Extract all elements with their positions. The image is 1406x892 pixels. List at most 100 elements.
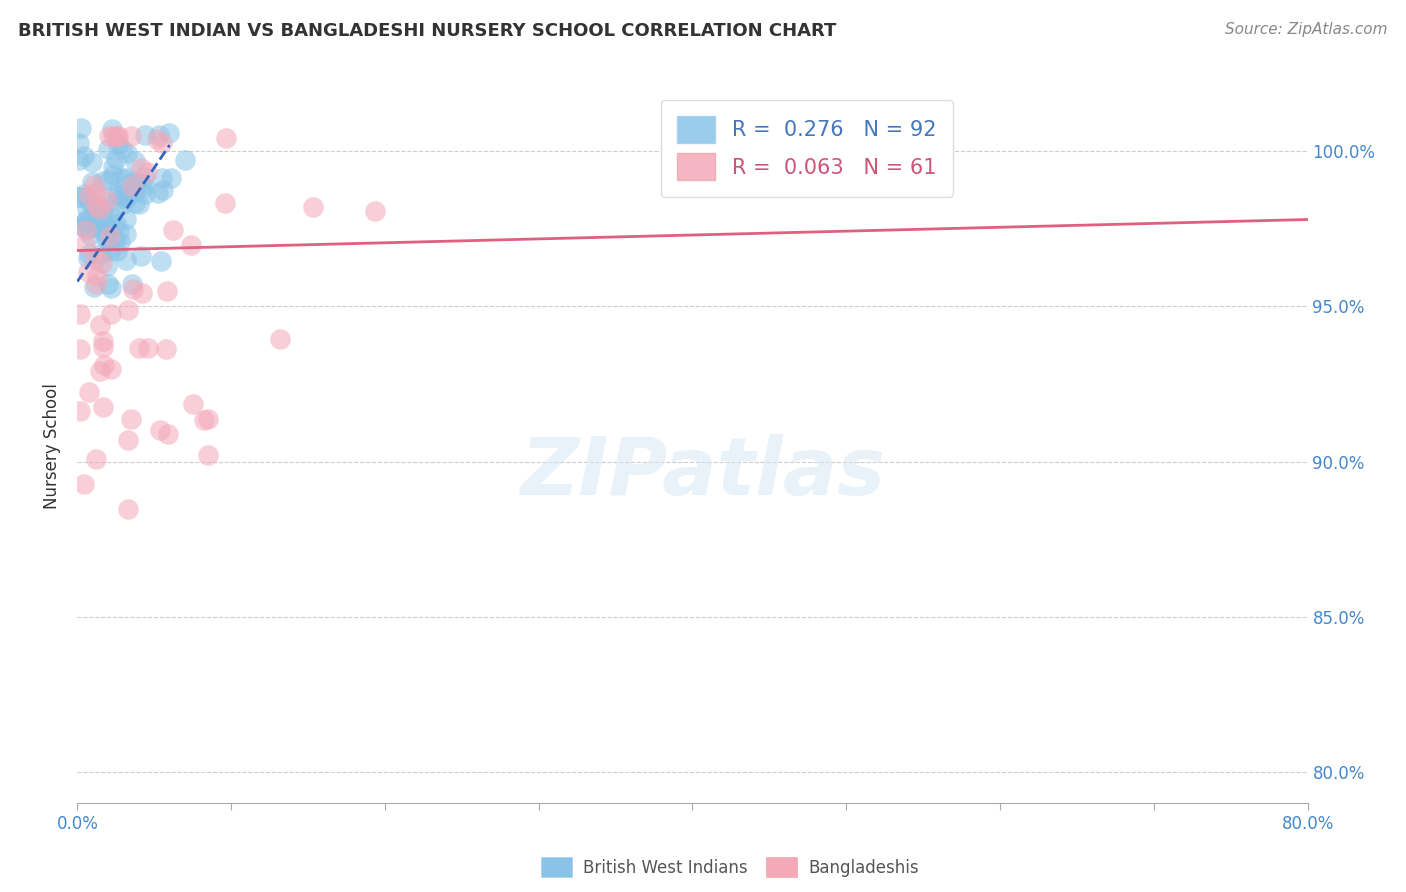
Point <box>115 211 138 226</box>
Point <box>121 277 143 292</box>
Point <box>103 160 125 174</box>
Point <box>110 142 132 156</box>
Point <box>70 219 93 233</box>
Point <box>94 218 117 232</box>
Text: ZIPatlas: ZIPatlas <box>520 434 886 512</box>
Point <box>93 213 115 227</box>
Point <box>75 212 97 227</box>
Point <box>89 191 111 205</box>
Point <box>193 412 215 426</box>
Point <box>91 400 114 414</box>
Point <box>104 217 127 231</box>
Point <box>77 219 100 234</box>
Point <box>94 232 117 246</box>
Point <box>97 232 120 246</box>
Point <box>77 187 100 202</box>
Point <box>93 226 115 240</box>
Point <box>96 193 118 207</box>
Point <box>67 136 90 150</box>
Point <box>364 204 387 219</box>
Point <box>101 121 124 136</box>
Point <box>69 343 91 357</box>
Text: Source: ZipAtlas.com: Source: ZipAtlas.com <box>1225 22 1388 37</box>
Point <box>100 362 122 376</box>
Point <box>98 244 121 258</box>
Point <box>117 303 139 318</box>
Point <box>79 228 101 243</box>
Point <box>148 128 170 142</box>
Point <box>124 196 146 211</box>
Point <box>67 189 90 203</box>
Text: Bangladeshis: Bangladeshis <box>808 859 920 877</box>
Point <box>128 197 150 211</box>
Point <box>73 477 96 491</box>
Point <box>93 200 115 214</box>
Point <box>89 202 111 216</box>
Point <box>70 121 93 136</box>
Point <box>97 142 120 156</box>
Point <box>104 233 127 247</box>
Point <box>131 285 153 300</box>
Point <box>104 153 127 167</box>
Point <box>124 185 146 199</box>
Point <box>134 128 156 142</box>
Point <box>111 186 134 201</box>
Point <box>157 126 180 140</box>
Point <box>117 190 139 204</box>
Point <box>83 198 105 212</box>
Point <box>75 237 97 252</box>
Point <box>120 128 142 143</box>
Point <box>100 307 122 321</box>
Point <box>180 238 202 252</box>
Point <box>108 224 131 238</box>
Point <box>91 334 114 349</box>
Point <box>132 180 155 194</box>
Point <box>112 197 135 211</box>
Point <box>149 423 172 437</box>
Point <box>174 153 197 167</box>
Point <box>84 251 107 265</box>
Point <box>75 223 97 237</box>
Point <box>146 132 169 146</box>
Point <box>100 211 122 225</box>
Point <box>100 241 122 255</box>
Point <box>108 192 131 206</box>
Point <box>97 277 120 292</box>
Point <box>117 434 139 448</box>
Text: British West Indians: British West Indians <box>583 859 748 877</box>
Point <box>97 223 120 237</box>
Point <box>134 186 156 201</box>
Point <box>150 253 173 268</box>
Point <box>197 448 219 462</box>
Point <box>91 340 114 354</box>
Point <box>82 202 104 216</box>
Point <box>89 247 111 261</box>
Text: BRITISH WEST INDIAN VS BANGLADESHI NURSERY SCHOOL CORRELATION CHART: BRITISH WEST INDIAN VS BANGLADESHI NURSE… <box>18 22 837 40</box>
Point <box>150 136 173 150</box>
Point <box>79 194 101 208</box>
Point <box>129 249 152 263</box>
Point <box>67 190 90 204</box>
Point <box>98 173 121 187</box>
Point <box>86 268 108 283</box>
Point <box>269 332 291 346</box>
Point <box>76 265 98 279</box>
Point <box>115 145 138 160</box>
Point <box>84 186 107 200</box>
Point <box>135 164 157 178</box>
Point <box>121 281 143 295</box>
Point <box>73 187 96 202</box>
Point <box>77 251 100 265</box>
Legend: R =  0.276   N = 92, R =  0.063   N = 61: R = 0.276 N = 92, R = 0.063 N = 61 <box>661 100 953 197</box>
Point <box>156 284 179 298</box>
Point <box>124 175 146 189</box>
Point <box>152 183 174 197</box>
Point <box>120 412 142 426</box>
Point <box>79 247 101 261</box>
Point <box>107 187 129 202</box>
Point <box>197 411 219 425</box>
Point <box>121 173 143 187</box>
Point <box>105 128 128 143</box>
Point <box>98 228 121 243</box>
Point <box>214 195 236 210</box>
